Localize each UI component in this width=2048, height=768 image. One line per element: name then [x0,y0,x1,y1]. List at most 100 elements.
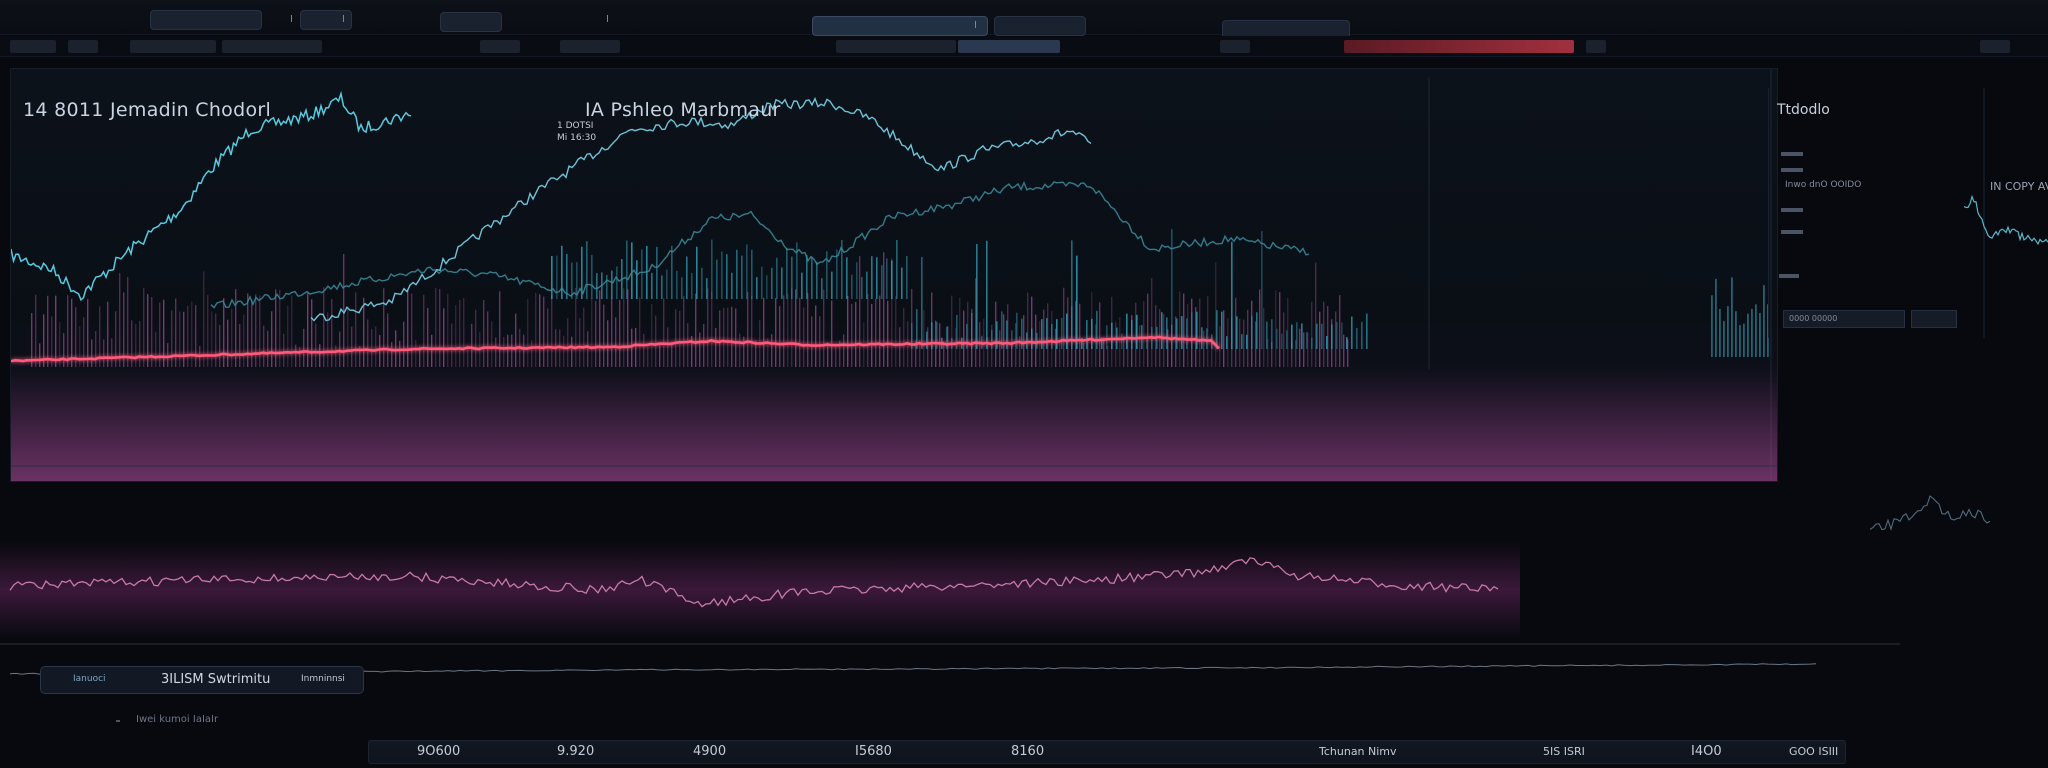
sub-item-9[interactable] [1220,40,1250,53]
legend-item-2: Mi 16:30 [557,133,597,143]
price-chart[interactable] [11,69,1777,481]
volume-bar [83,317,85,367]
volume-bar [1246,334,1248,349]
main-chart-panel[interactable]: 14 8011 Jemadin Chodorl IA Pshleo Marbma… [10,68,1778,482]
volume-bar [487,311,489,367]
volume-bar [375,326,377,367]
volume-bar [779,305,781,367]
volume-bar [1211,337,1213,367]
volume-bar [1076,255,1078,349]
volume-bar [87,299,89,367]
toolbar-segment-1[interactable] [150,10,262,30]
volume-bar [1171,229,1173,349]
volume-bar [1255,321,1257,367]
sub-item-10[interactable] [1586,40,1606,53]
toolbar-marker-2: I [342,14,345,25]
volume-bar [99,306,101,367]
sub-item-6[interactable] [560,40,620,53]
volume-bar [471,323,473,367]
volume-bar [661,275,663,299]
volume-bar [31,313,33,367]
volume-bar [859,256,861,367]
volume-bar [1101,337,1103,349]
volume-bar [1256,312,1258,349]
sub-item-3[interactable] [130,40,216,53]
volume-bar [1095,324,1097,367]
volume-bar [1047,303,1049,367]
volume-bar [1739,325,1741,357]
volume-bar [767,338,769,367]
volume-bar [159,302,161,367]
tab-active[interactable] [812,16,988,36]
volume-bar [886,258,888,299]
volume-bar [986,240,988,349]
x-axis-label: 5IS ISRI [1543,745,1585,758]
volume-bar [811,257,813,299]
sub-item-1[interactable] [10,40,56,53]
volume-bar [879,295,881,367]
sub-item-11[interactable] [1980,40,2010,53]
volume-bar [1206,328,1208,349]
volume-bar [215,313,217,367]
toolbar-segment-2[interactable] [300,10,352,30]
sub-item-7[interactable] [836,40,956,53]
volume-bar [439,289,441,367]
volume-bar [211,311,213,367]
volume-bar [435,288,437,367]
volume-bar [755,340,757,367]
volume-bar [756,277,758,299]
side-small-box[interactable] [1911,310,1957,328]
x-axis-label: I5680 [855,744,892,759]
sub-item-2[interactable] [68,40,98,53]
price-line-primary [11,90,412,302]
volume-bar [959,297,961,367]
volume-bar [223,298,225,367]
footer-label: Iwei kumoi IaIaIr [136,714,219,725]
chart-title: 14 8011 Jemadin Chodorl [23,99,272,121]
side-input-box[interactable] [1783,310,1905,328]
volume-bar [43,314,45,367]
volume-bar [207,294,209,367]
volume-bar [1711,295,1713,357]
volume-bar [881,265,883,299]
volume-bar [147,294,149,367]
toolbar-marker-3: I [606,14,609,25]
volume-bar [807,292,809,367]
volume-bar [1243,319,1245,367]
volume-bar [1027,292,1029,367]
volume-bar [1731,277,1733,357]
sub-item-4[interactable] [222,40,322,53]
tab-secondary[interactable] [994,16,1086,36]
volume-bar [939,323,941,367]
sub-item-alert[interactable] [1344,40,1574,53]
volume-bar [1196,311,1198,349]
status-bar[interactable]: Ianuoci 3ILISM Swtrimitu Inmninnsi [40,666,364,694]
volume-bar [1176,318,1178,349]
toolbar-segment-3[interactable] [440,12,502,32]
volume-bar [1006,320,1008,349]
volume-bar [895,296,897,367]
volume-bar [791,256,793,299]
volume-bar [203,271,205,367]
volume-bar [639,297,641,367]
x-axis-bar[interactable]: 9O600 9.920 4900 I5680 8160 Tchunan Nimv… [368,740,1846,764]
top-toolbar: I I I I [0,0,2048,40]
volume-bar [851,303,853,367]
volume-bar [1067,297,1069,367]
volume-bar [1279,292,1281,367]
volume-bar [143,288,145,367]
volume-bar [703,324,705,367]
volume-bar [735,308,737,367]
sub-item-5[interactable] [480,40,520,53]
volume-bar [987,336,989,367]
sub-item-8[interactable] [958,40,1060,53]
volume-bar [1041,319,1043,349]
volume-bar [901,267,903,299]
volume-bar [1031,328,1033,349]
oscillator-chart[interactable] [0,520,2048,690]
volume-bar [323,287,325,367]
volume-bar [951,295,953,367]
volume-bar [1361,321,1363,349]
volume-bar [716,259,718,299]
volume-bar [1191,312,1193,349]
